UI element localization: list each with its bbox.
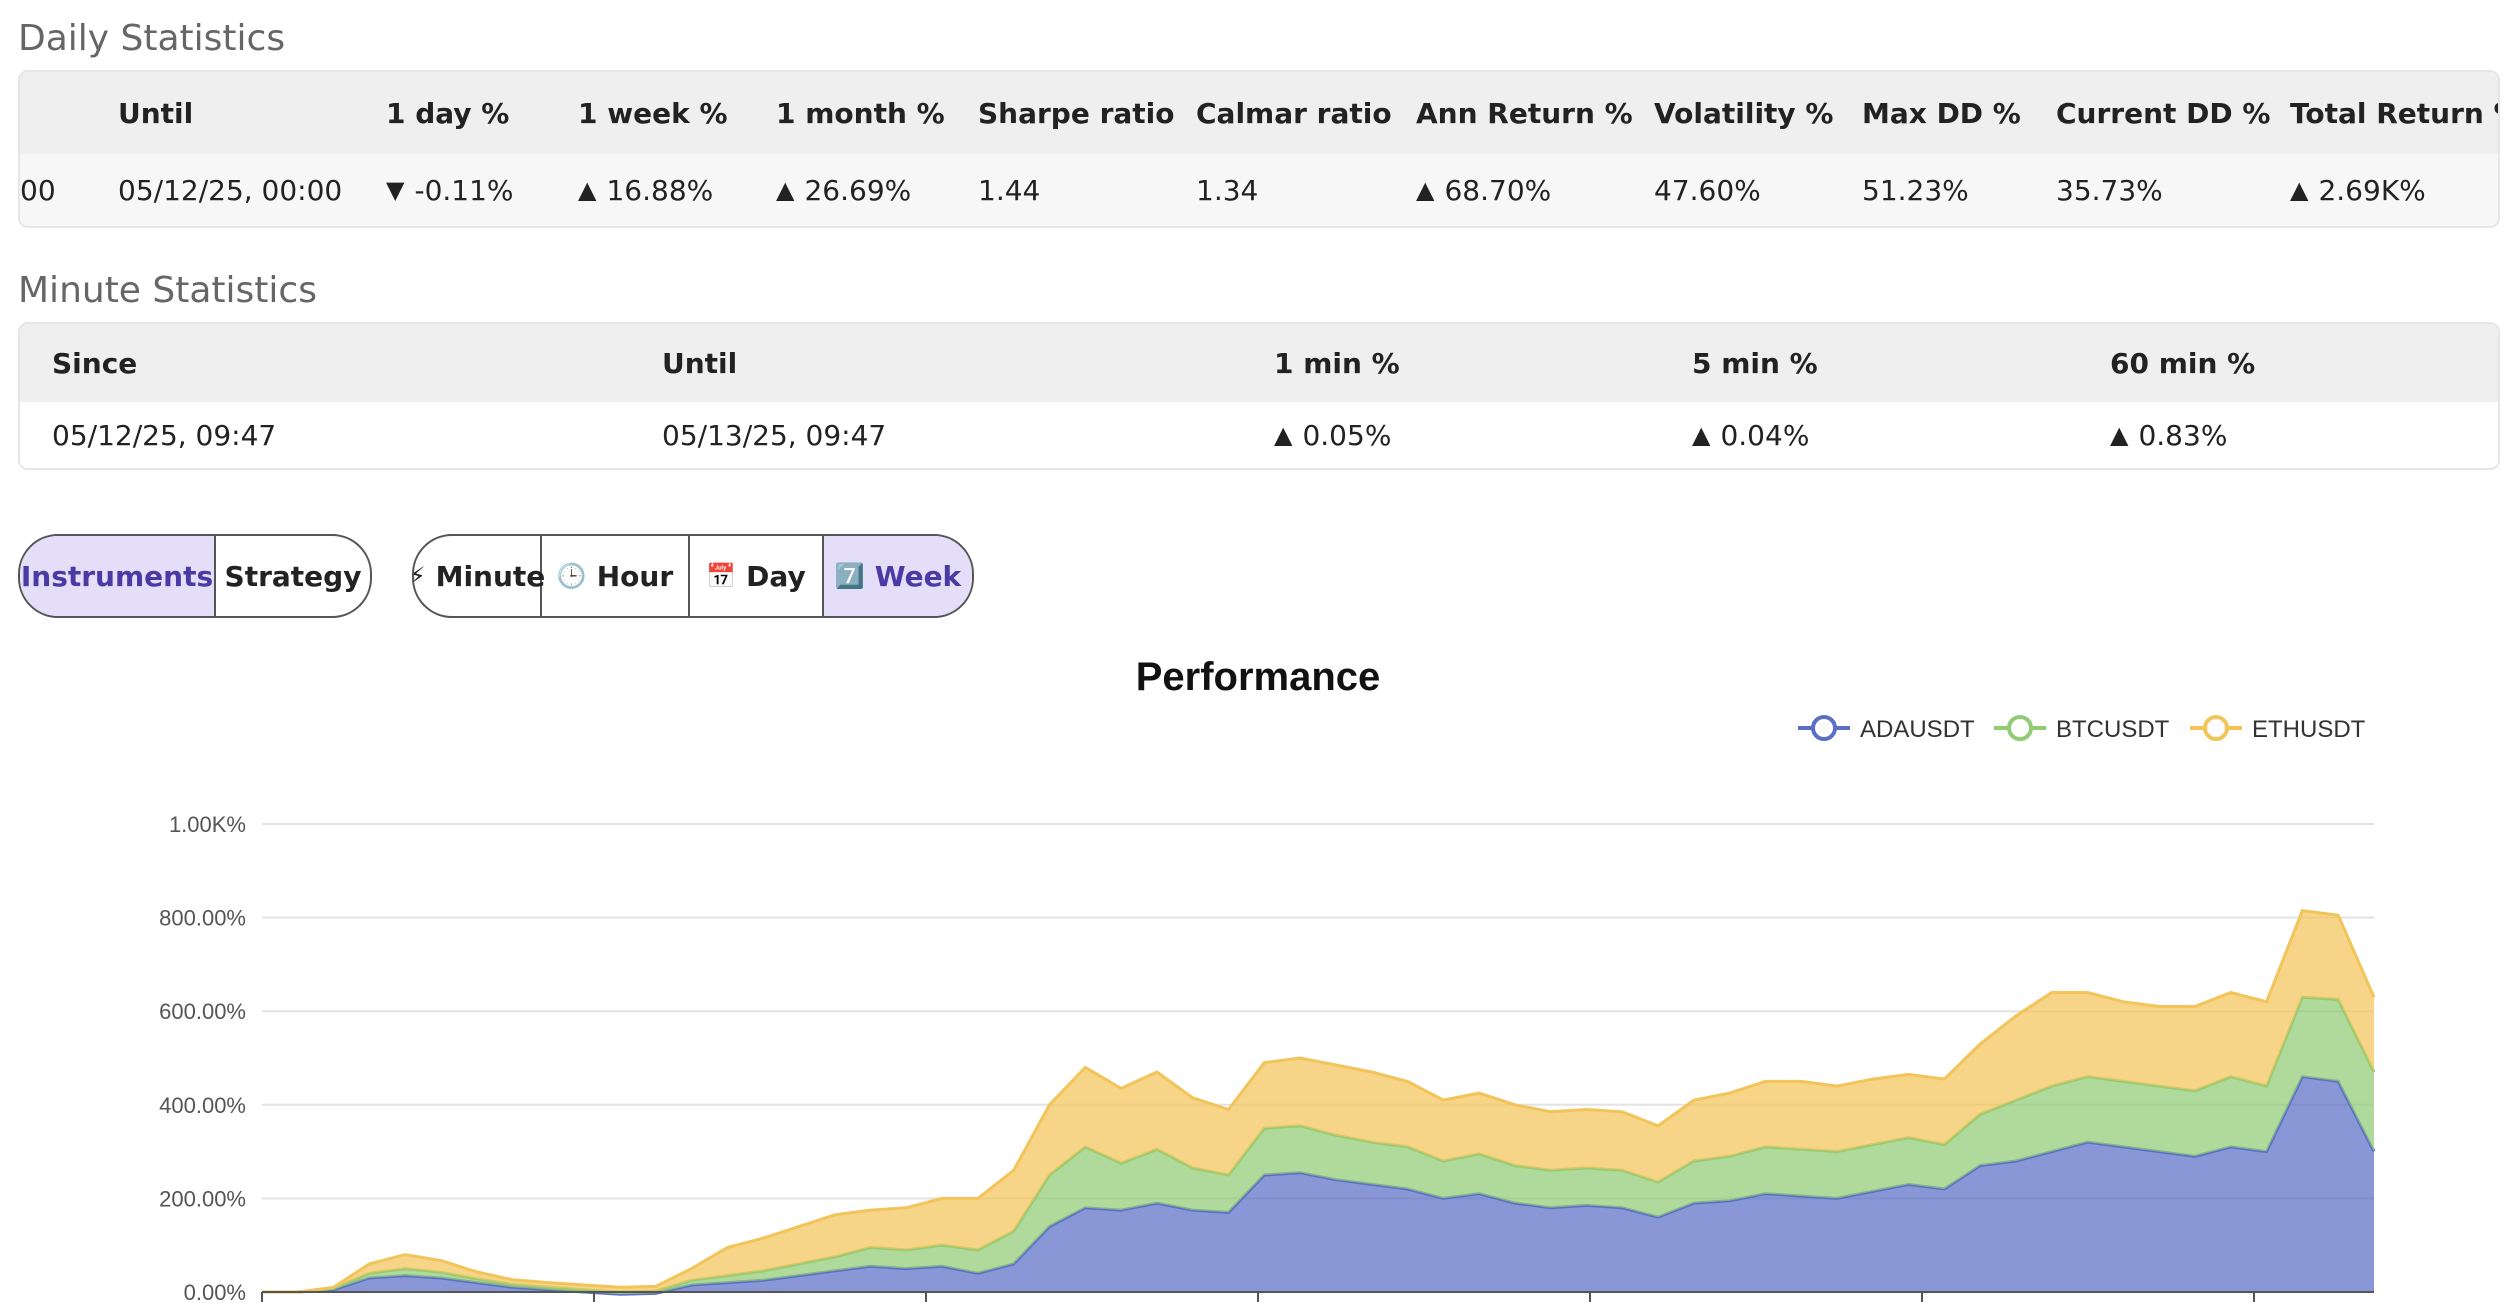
up-arrow-icon: ▲ [2290,176,2309,204]
value-1-week: 16.88% [606,173,714,207]
col-sharpe: Sharpe ratio [978,96,1175,130]
cell-1-month: ▲ 26.69% [776,154,911,226]
up-arrow-icon: ▲ [776,176,795,204]
value-total-return: 2.69K% [2318,173,2426,207]
y-tick-label: 400.00% [159,1093,246,1118]
col-since: Since [52,346,138,380]
legend-item-ethusdt[interactable]: ETHUSDT [2190,715,2366,743]
col-1-min: 1 min % [1274,346,1400,380]
instruments-button[interactable]: Instruments [20,536,216,616]
col-60-min: 60 min % [2110,346,2256,380]
legend-label: ETHUSDT [2252,716,2366,743]
chart-areas [262,908,2376,1296]
up-arrow-icon: ▲ [1416,176,1435,204]
y-tick-label: 600.00% [159,999,246,1024]
chart-legend: ADAUSDT BTCUSDT ETHUSDT [1798,715,2366,743]
minute-button[interactable]: ⚡ Minute [414,536,545,616]
up-arrow-icon: ▲ [578,176,597,204]
view-toggle-group: Instruments Strategy [18,534,372,618]
cell-current-dd: 35.73% [2056,173,2163,207]
up-arrow-icon: ▲ [1274,421,1293,449]
hour-label: Hour [596,559,674,593]
chart-title: Performance [1136,655,1381,699]
col-1-day: 1 day % [386,96,510,130]
daily-table-header: Until 1 day % 1 week % 1 month % Sharpe … [20,72,2498,154]
legend-item-btcusdt[interactable]: BTCUSDT [1994,715,2170,743]
performance-chart: Performance ADAUSDT BTCUSDT ETHUSDT 0.00% 2… [159,655,2376,1305]
legend-circle-icon [1811,715,1837,741]
cell-5-min: ▲ 0.04% [1692,402,1809,468]
lightning-icon: ⚡ [414,562,426,590]
col-current-dd: Current DD % [2056,96,2271,130]
y-tick-label: 200.00% [159,1186,246,1211]
minute-statistics-title: Minute Statistics [18,270,317,311]
chart-grid: 0.00% 200.00% 400.00% 600.00% 800.00% 1.00K% [159,812,2374,1305]
table-row: 05/12/25, 09:47 05/13/25, 09:47 ▲ 0.05% ▲… [20,402,2498,468]
minute-table-header: Since Until 1 min % 5 min % 60 min % [20,324,2498,402]
col-max-dd: Max DD % [1862,96,2021,130]
col-5-min: 5 min % [1692,346,1818,380]
day-button[interactable]: 📅 Day [690,536,824,616]
up-arrow-icon: ▲ [1692,421,1711,449]
series-area-ethusdt [262,910,2374,1292]
col-until: Until [662,346,738,380]
seven-keycap-icon: 7️⃣ [834,562,865,590]
cell-since: 05/12/25, 09:47 [52,418,277,452]
col-total-return: Total Return % [2290,96,2500,130]
table-row: 00 05/12/25, 00:00 ▼ -0.11% ▲ 16.88% ▲ 26.6… [20,154,2498,226]
minute-label: Minute [435,559,546,593]
y-tick-label: 800.00% [159,906,246,931]
y-tick-label: 0.00% [184,1280,246,1305]
value-60-min: 0.83% [2138,418,2228,452]
legend-circle-icon [2007,715,2033,741]
cell-60-min: ▲ 0.83% [2110,402,2227,468]
period-toggle-group: ⚡ Minute 🕒 Hour 📅 Day 7️⃣ Week [412,534,974,618]
series-area-adausdt [262,1076,2374,1295]
col-1-week: 1 week % [578,96,728,130]
cell-until: 05/12/25, 00:00 [118,173,343,207]
clock-icon: 🕒 [556,562,587,590]
legend-label: BTCUSDT [2056,716,2170,743]
value-5-min: 0.04% [1720,418,1810,452]
down-arrow-icon: ▼ [386,176,405,204]
week-label: Week [874,559,962,593]
series-line-ethusdt [262,908,2376,1294]
cell-sharpe: 1.44 [978,173,1041,207]
cell-max-dd: 51.23% [1862,173,1969,207]
legend-label: ADAUSDT [1860,716,1975,743]
chart-x-axis [261,1291,2374,1302]
cell-until: 05/13/25, 09:47 [662,418,887,452]
legend-item-adausdt[interactable]: ADAUSDT [1798,715,1975,743]
strategy-button[interactable]: Strategy [224,559,362,593]
value-1-min: 0.05% [1302,418,1392,452]
col-until: Until [118,96,194,130]
value-1-month: 26.69% [804,173,912,207]
cell-ann-return: ▲ 68.70% [1416,154,1551,226]
cell-calmar: 1.34 [1196,173,1259,207]
up-arrow-icon: ▲ [2110,421,2129,449]
daily-statistics-table: Until 1 day % 1 week % 1 month % Sharpe … [18,70,2500,228]
cell-since-clipped: 00 [20,173,56,207]
daily-statistics-title: Daily Statistics [18,18,286,59]
cell-total-return: ▲ 2.69K% [2290,154,2426,226]
col-1-month: 1 month % [776,96,945,130]
cell-1-day: ▼ -0.11% [386,154,514,226]
hour-button[interactable]: 🕒 Hour [542,536,690,616]
value-ann-return: 68.70% [1444,173,1552,207]
cell-1-min: ▲ 0.05% [1274,402,1391,468]
col-calmar: Calmar ratio [1196,96,1392,130]
cell-1-week: ▲ 16.88% [578,154,713,226]
col-ann-return: Ann Return % [1416,96,1633,130]
legend-circle-icon [2203,715,2229,741]
week-button[interactable]: 7️⃣ Week [824,536,972,616]
calendar-icon: 📅 [706,562,737,590]
series-area-btcusdt [262,997,2374,1295]
minute-statistics-table: Since Until 1 min % 5 min % 60 min % 05/… [18,322,2500,470]
cell-volatility: 47.60% [1654,173,1761,207]
value-1-day: -0.11% [414,173,514,207]
y-tick-label: 1.00K% [169,812,246,837]
col-volatility: Volatility % [1654,96,1834,130]
day-label: Day [746,559,806,593]
